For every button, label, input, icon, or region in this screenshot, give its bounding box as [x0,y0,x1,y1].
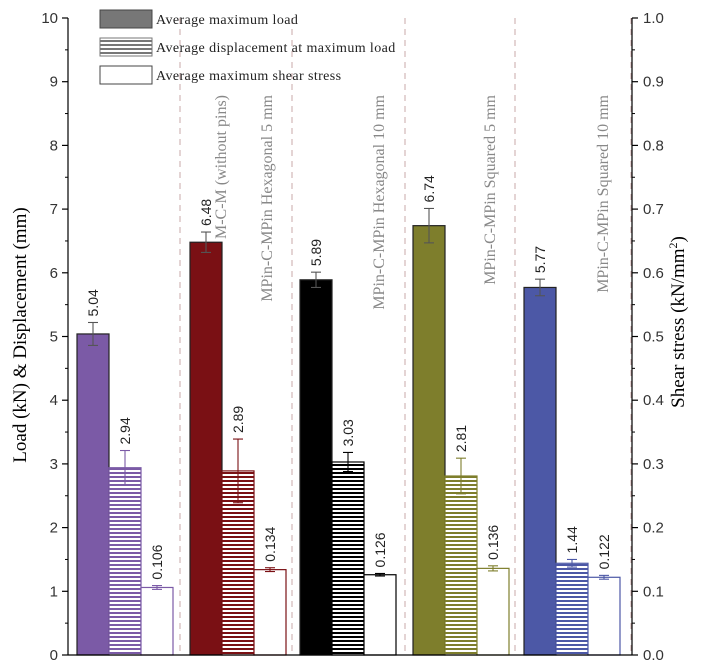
value-label: 2.89 [230,406,246,433]
right-tick-label: 0.6 [643,265,664,282]
left-tick-label: 10 [41,10,58,27]
right-tick-label: 0.9 [643,74,664,91]
category-label: MPin-C-MPin Hexagonal 10 mm [371,94,388,309]
value-label: 0.136 [485,525,501,560]
bar [523,286,557,656]
legend: Average maximum load Average displacement… [99,9,396,85]
left-tick-label: 5 [50,329,58,346]
bar [412,225,446,656]
right-tick-label: 0.2 [643,520,664,537]
bar [555,562,589,656]
category-label: M-C-M (without pins) [213,95,230,239]
right-tick-label: 0.7 [643,201,664,218]
left-tick-label: 4 [50,392,58,409]
value-label: 5.04 [85,289,101,316]
left-tick-label: 7 [50,201,58,218]
left-y-axis-label: Load (kN) & Displacement (mm) [10,207,31,462]
bar [587,576,621,656]
category-label: MPin-C-MPin Squared 10 mm [595,94,612,292]
bar [331,461,365,656]
right-y-axis-label: Shear stress (kN/mm2) [666,236,689,408]
legend-label: Average maximum shear stress [156,69,342,84]
legend-swatch [99,37,153,57]
right-tick-label: 0.0 [643,647,664,664]
left-tick-label: 0 [50,647,58,664]
left-tick-label: 1 [50,583,58,600]
bar [476,567,510,656]
value-label: 3.03 [340,419,356,446]
left-tick-label: 6 [50,265,58,282]
right-tick-label: 0.4 [643,392,664,409]
right-tick-label: 1.0 [643,10,664,27]
bar [76,333,110,656]
left-tick-label: 9 [50,74,58,91]
legend-label: Average maximum load [156,13,298,28]
right-tick-label: 0.8 [643,137,664,154]
value-label: 5.89 [308,239,324,266]
value-label: 1.44 [564,526,580,553]
left-tick-label: 8 [50,137,58,154]
left-tick-label: 2 [50,520,58,537]
bar [363,574,397,656]
left-tick-label: 3 [50,456,58,473]
value-label: 6.48 [198,199,214,226]
value-label: 0.126 [372,532,388,567]
bar [444,475,478,656]
category-label: MPin-C-MPin Squared 5 mm [482,94,499,284]
bar [253,569,287,656]
bar [108,467,142,656]
bars [76,207,621,656]
category-label: MPin-C-MPin Hexagonal 5 mm [259,94,276,301]
value-label: 2.81 [453,425,469,452]
right-tick-label: 0.1 [643,583,664,600]
ticks: 0 1 2 3 4 5 6 7 8 9 10 0.0 0.1 0.2 0.3 0.4 0.5 0.6 0.7 0.8 0… [41,10,664,664]
value-label: 0.106 [149,544,165,579]
right-tick-label: 0.3 [643,456,664,473]
value-label: 0.134 [262,526,278,561]
legend-swatch [99,9,153,29]
bar [299,279,333,656]
group-separators [179,18,632,655]
value-label: 2.94 [117,417,133,444]
right-tick-label: 0.5 [643,329,664,346]
value-label: 6.74 [421,175,437,202]
data-labels: 5.04 2.94 0.106 M-C-M (without pins)6.48 2.8… [85,94,612,579]
bar [140,586,174,656]
legend-swatch [99,65,153,85]
value-label: 0.122 [596,534,612,569]
bar [189,241,223,656]
value-label: 5.77 [532,246,548,273]
legend-label: Average displacement at maximum load [156,41,396,56]
